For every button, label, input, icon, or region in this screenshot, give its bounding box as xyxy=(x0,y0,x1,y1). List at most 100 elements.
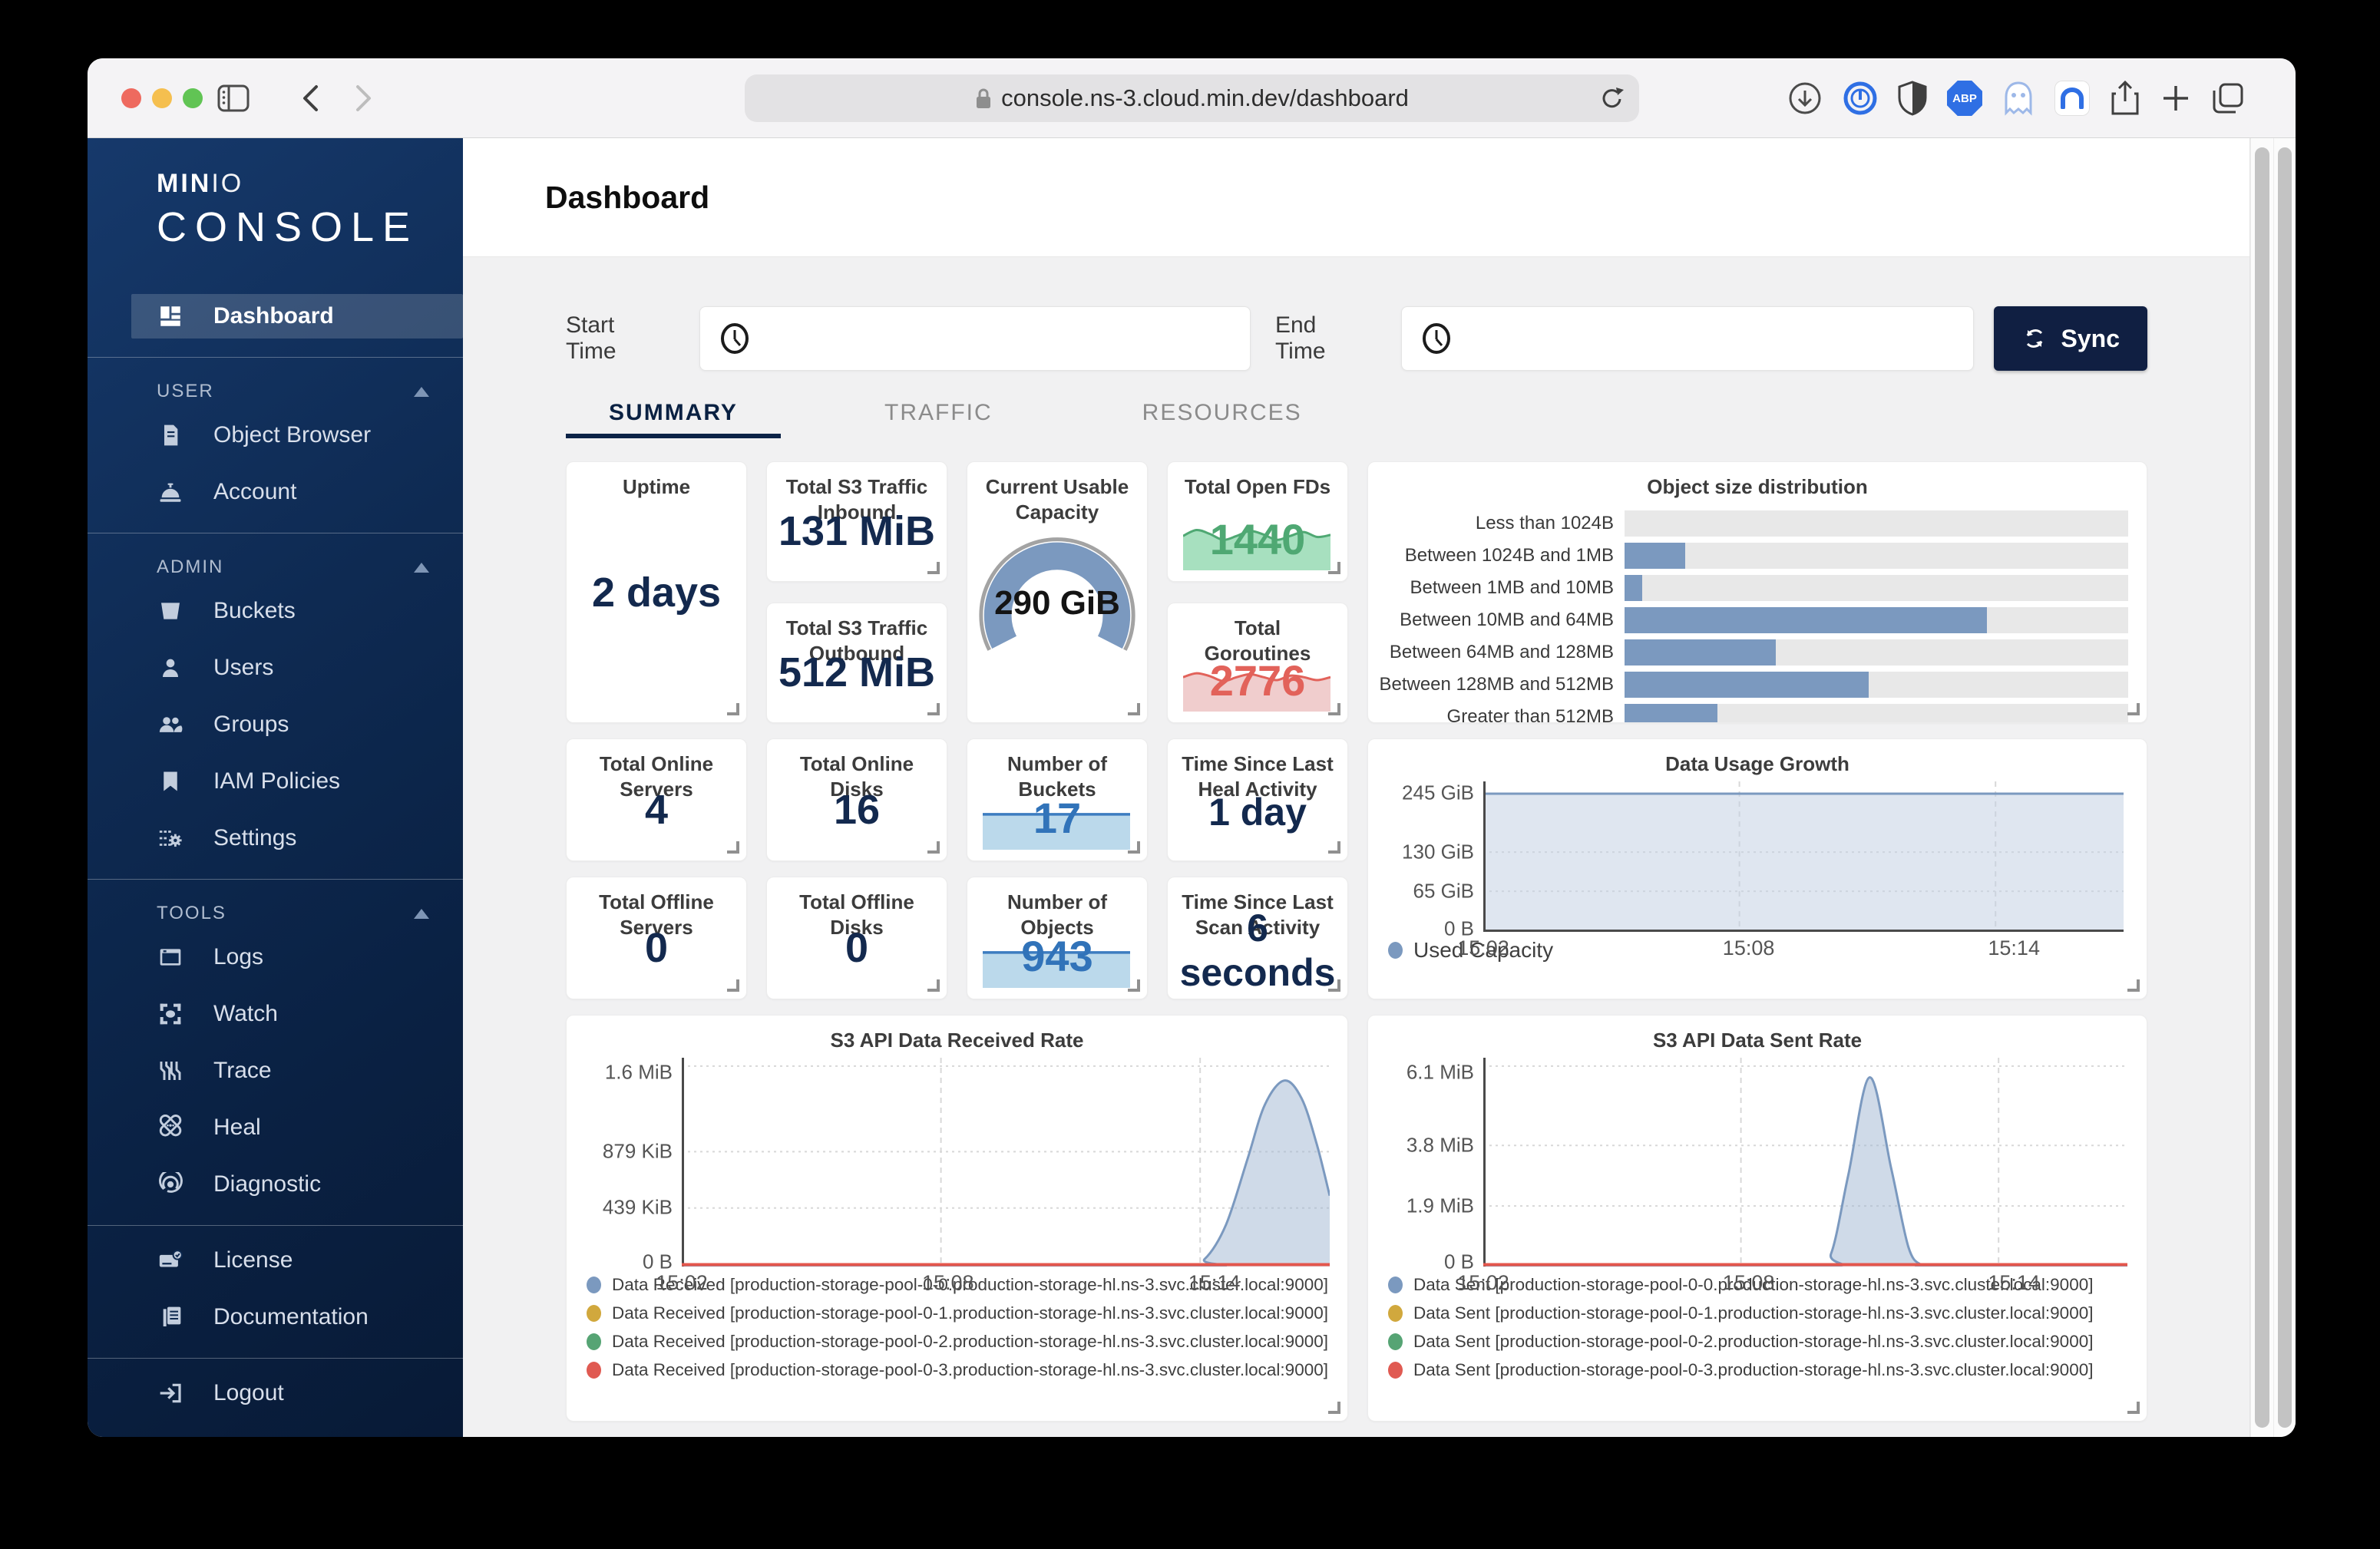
chart-title: Data Usage Growth xyxy=(1665,752,1849,775)
sidebar-item-diagnostic[interactable]: Diagnostic xyxy=(88,1162,463,1207)
shield-icon[interactable] xyxy=(1898,81,1927,116)
sidebar-section-tools[interactable]: TOOLS xyxy=(88,892,463,935)
heal-icon xyxy=(157,1114,184,1141)
bucket-icon xyxy=(157,597,184,625)
card-title: Total Goroutines xyxy=(1204,616,1311,665)
legend-label: Data Received [production-storage-pool-0… xyxy=(612,1360,1328,1379)
sidebar-item-logs[interactable]: Logs xyxy=(88,935,463,979)
card-title: Total S3 Traffic Inbound xyxy=(785,475,928,523)
clock-icon xyxy=(1420,321,1453,356)
sidebar-item-documentation[interactable]: Documentation xyxy=(88,1295,463,1339)
browser-app-icon[interactable] xyxy=(2054,81,2090,116)
zoom-window-button[interactable] xyxy=(183,88,203,108)
back-icon[interactable] xyxy=(292,80,329,117)
start-time-label: Start Time xyxy=(566,312,616,364)
clock-icon xyxy=(719,321,751,356)
sidebar-section-user[interactable]: USER xyxy=(88,370,463,413)
sent-plot: 6.1 MiB 3.8 MiB 1.9 MiB 0 B xyxy=(1368,1057,2147,1294)
sidebar-item-heal[interactable]: Heal xyxy=(88,1105,463,1150)
close-window-button[interactable] xyxy=(121,88,141,108)
sidebar-item-trace[interactable]: Trace xyxy=(88,1049,463,1093)
window-scrollbar[interactable] xyxy=(2273,138,2296,1437)
buckets-card: Number of Buckets 17 xyxy=(967,738,1148,861)
legend-label: Data Sent [production-storage-pool-0-1.p… xyxy=(1413,1303,2094,1323)
sidebar-item-account[interactable]: Account xyxy=(88,470,463,514)
forward-icon[interactable] xyxy=(345,80,382,117)
new-tab-icon[interactable] xyxy=(2160,83,2191,114)
legend-item: Data Received [production-storage-pool-0… xyxy=(587,1271,1347,1300)
heal-activity-value: 1 day xyxy=(1208,790,1307,834)
scrollbar-thumb[interactable] xyxy=(2255,147,2269,1428)
scrollbar-thumb[interactable] xyxy=(2277,147,2292,1428)
end-time-label: End Time xyxy=(1274,312,1326,364)
legend-dot xyxy=(587,1333,601,1350)
bar-track xyxy=(1625,703,2128,722)
s3-inbound-card: Total S3 Traffic Inbound 131 MiB xyxy=(766,461,947,582)
start-time-input[interactable] xyxy=(699,306,1251,371)
license-icon xyxy=(157,1247,184,1274)
downloads-icon[interactable] xyxy=(1787,81,1823,116)
legend-item: Data Sent [production-storage-pool-0-2.p… xyxy=(1388,1328,2147,1356)
sidebar-toggle-icon[interactable] xyxy=(215,80,252,117)
reload-icon[interactable] xyxy=(1599,83,1625,112)
y-tick: 1.6 MiB xyxy=(604,1060,673,1084)
s3-inbound-value: 131 MiB xyxy=(778,507,936,554)
received-legend: Data Received [production-storage-pool-0… xyxy=(567,1267,1347,1385)
offline-servers-card: Total Offline Servers 0 xyxy=(566,877,747,999)
diagnostic-icon xyxy=(157,1171,184,1198)
bar-row: Less than 1024B xyxy=(1379,510,2128,537)
tab-traffic[interactable]: TRAFFIC xyxy=(884,400,993,425)
legend-item: Data Sent [production-storage-pool-0-3.p… xyxy=(1388,1356,2147,1385)
page-header: Dashboard xyxy=(463,138,2249,257)
inner-scrollbar[interactable] xyxy=(2250,138,2273,1437)
sidebar-item-label: Settings xyxy=(213,825,297,850)
dashboard-icon xyxy=(157,302,184,330)
legend-dot xyxy=(1388,1277,1403,1293)
sidebar-item-users[interactable]: Users xyxy=(88,646,463,690)
sidebar-item-label: Dashboard xyxy=(213,303,334,329)
sidebar-item-label: Logout xyxy=(213,1380,284,1405)
bar-row: Between 1024B and 1MB xyxy=(1379,542,2128,569)
minimize-window-button[interactable] xyxy=(152,88,172,108)
bar-label: Between 10MB and 64MB xyxy=(1400,609,1614,630)
sidebar-section-admin[interactable]: ADMIN xyxy=(88,546,463,589)
sidebar-item-settings[interactable]: Settings xyxy=(88,816,463,860)
sidebar-item-label: Logs xyxy=(213,944,264,969)
ghostery-icon[interactable] xyxy=(2002,81,2035,116)
time-filters: Start Time End Time Sync xyxy=(566,306,2147,371)
bar-label: Between 64MB and 128MB xyxy=(1389,641,1614,662)
tab-overview-icon[interactable] xyxy=(2211,81,2245,115)
content-blocker-icon[interactable] xyxy=(1843,81,1878,116)
card-title: Uptime xyxy=(622,475,691,498)
document-icon xyxy=(157,421,184,449)
divider xyxy=(88,1225,463,1226)
y-tick: 0 B xyxy=(642,1250,673,1273)
sidebar-item-iam-policies[interactable]: IAM Policies xyxy=(88,759,463,804)
sidebar-item-groups[interactable]: Groups xyxy=(88,702,463,747)
tab-summary[interactable]: SUMMARY xyxy=(566,388,781,438)
adblock-plus-icon[interactable]: ABP xyxy=(1947,81,1982,116)
tab-resources[interactable]: RESOURCES xyxy=(1142,400,1302,425)
x-tick: 15:08 xyxy=(922,1270,974,1294)
legend-dot xyxy=(1388,1333,1403,1350)
end-time-input[interactable] xyxy=(1400,306,1974,371)
sync-icon xyxy=(2021,325,2048,352)
sidebar-item-buckets[interactable]: Buckets xyxy=(88,589,463,633)
legend-dot xyxy=(1388,942,1403,959)
share-icon[interactable] xyxy=(2110,80,2140,117)
sidebar-item-license[interactable]: License xyxy=(88,1238,463,1283)
uptime-card: Uptime 2 days xyxy=(566,461,747,723)
sidebar-item-dashboard[interactable]: Dashboard xyxy=(131,294,463,339)
sync-button[interactable]: Sync xyxy=(1993,306,2147,371)
sidebar-item-logout[interactable]: Logout xyxy=(88,1371,463,1415)
sidebar-item-object-browser[interactable]: Object Browser xyxy=(88,413,463,457)
sidebar-item-watch[interactable]: Watch xyxy=(88,992,463,1036)
card-title: Time Since Last Heal Activity xyxy=(1182,752,1334,801)
collapse-caret-icon xyxy=(414,386,429,397)
url-text: console.ns-3.cloud.min.dev/dashboard xyxy=(1001,84,1409,111)
chart-title: Object size distribution xyxy=(1647,475,1868,498)
lock-icon xyxy=(975,87,992,110)
x-tick: 15:02 xyxy=(656,1270,708,1294)
y-tick: 439 KiB xyxy=(602,1195,673,1219)
url-bar[interactable]: console.ns-3.cloud.min.dev/dashboard xyxy=(745,74,1639,122)
